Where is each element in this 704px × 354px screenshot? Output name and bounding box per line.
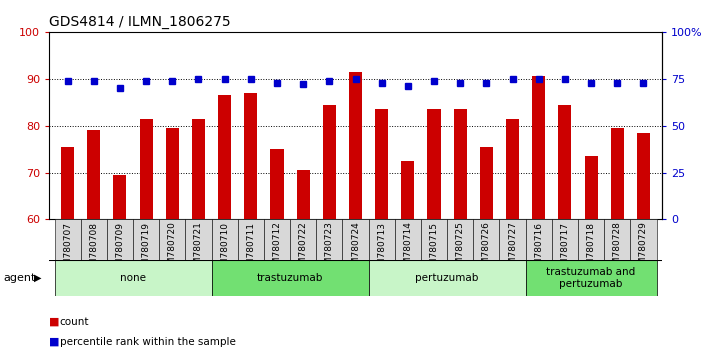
Bar xyxy=(453,109,467,219)
Bar xyxy=(473,219,499,260)
Text: ▶: ▶ xyxy=(34,273,41,283)
Bar xyxy=(244,93,258,219)
Bar xyxy=(113,175,127,219)
Bar xyxy=(526,260,657,296)
Bar xyxy=(133,219,159,260)
Bar xyxy=(578,219,604,260)
Bar xyxy=(165,128,179,219)
Bar xyxy=(611,128,624,219)
Text: GSM780722: GSM780722 xyxy=(298,222,308,276)
Text: GSM780710: GSM780710 xyxy=(220,222,229,276)
Text: GSM780729: GSM780729 xyxy=(639,222,648,276)
Text: GSM780725: GSM780725 xyxy=(455,222,465,276)
Bar xyxy=(375,109,388,219)
Text: trastuzumab: trastuzumab xyxy=(257,273,323,283)
Bar xyxy=(630,219,657,260)
Bar xyxy=(369,219,395,260)
Text: agent: agent xyxy=(4,273,36,283)
Text: GSM780715: GSM780715 xyxy=(429,222,439,276)
Bar xyxy=(447,219,473,260)
Bar xyxy=(159,219,185,260)
Text: GSM780723: GSM780723 xyxy=(325,222,334,276)
Text: GSM780707: GSM780707 xyxy=(63,222,72,276)
Text: GSM780726: GSM780726 xyxy=(482,222,491,276)
Bar xyxy=(185,219,212,260)
Bar xyxy=(316,219,342,260)
Text: GSM780717: GSM780717 xyxy=(560,222,570,276)
Bar xyxy=(395,219,421,260)
Bar xyxy=(349,72,362,219)
Text: count: count xyxy=(60,317,89,327)
Text: GSM780720: GSM780720 xyxy=(168,222,177,276)
Text: GSM780712: GSM780712 xyxy=(272,222,282,276)
Bar xyxy=(532,76,546,219)
Text: GSM780718: GSM780718 xyxy=(586,222,596,276)
Bar xyxy=(421,219,447,260)
Bar xyxy=(369,260,526,296)
Bar xyxy=(637,133,650,219)
Text: GSM780728: GSM780728 xyxy=(612,222,622,276)
Bar xyxy=(238,219,264,260)
Text: trastuzumab and
pertuzumab: trastuzumab and pertuzumab xyxy=(546,267,636,289)
Text: ■: ■ xyxy=(49,317,60,327)
Bar xyxy=(558,104,572,219)
Bar xyxy=(107,219,133,260)
Bar xyxy=(54,219,81,260)
Text: none: none xyxy=(120,273,146,283)
Text: ■: ■ xyxy=(49,337,60,347)
Bar xyxy=(290,219,316,260)
Bar xyxy=(296,170,310,219)
Bar xyxy=(61,147,74,219)
Text: pertuzumab: pertuzumab xyxy=(415,273,479,283)
Text: GSM780724: GSM780724 xyxy=(351,222,360,276)
Bar xyxy=(480,147,493,219)
Text: GSM780714: GSM780714 xyxy=(403,222,413,276)
Bar xyxy=(526,219,552,260)
Bar xyxy=(342,219,369,260)
Bar xyxy=(212,219,238,260)
Bar xyxy=(584,156,598,219)
Text: percentile rank within the sample: percentile rank within the sample xyxy=(60,337,236,347)
Text: GSM780727: GSM780727 xyxy=(508,222,517,276)
Bar xyxy=(264,219,290,260)
Bar xyxy=(54,260,212,296)
Text: GDS4814 / ILMN_1806275: GDS4814 / ILMN_1806275 xyxy=(49,16,230,29)
Bar xyxy=(604,219,630,260)
Text: GSM780711: GSM780711 xyxy=(246,222,256,276)
Text: GSM780709: GSM780709 xyxy=(115,222,125,276)
Bar xyxy=(192,119,205,219)
Bar xyxy=(401,161,415,219)
Bar xyxy=(139,119,153,219)
Bar xyxy=(499,219,526,260)
Bar xyxy=(81,219,107,260)
Bar xyxy=(218,95,231,219)
Text: GSM780719: GSM780719 xyxy=(142,222,151,276)
Bar xyxy=(552,219,578,260)
Text: GSM780713: GSM780713 xyxy=(377,222,386,276)
Bar xyxy=(506,119,519,219)
Bar xyxy=(212,260,369,296)
Bar xyxy=(87,130,100,219)
Bar xyxy=(270,149,284,219)
Bar xyxy=(427,109,441,219)
Text: GSM780721: GSM780721 xyxy=(194,222,203,276)
Bar xyxy=(323,104,336,219)
Text: GSM780708: GSM780708 xyxy=(89,222,99,276)
Text: GSM780716: GSM780716 xyxy=(534,222,543,276)
